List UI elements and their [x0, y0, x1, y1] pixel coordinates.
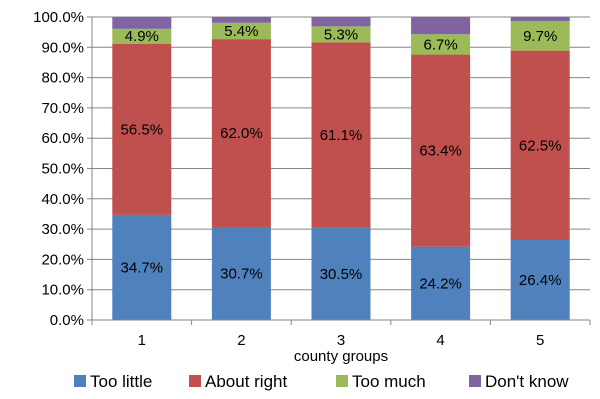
x-tick-label: 1: [138, 332, 146, 349]
bars: [112, 17, 570, 320]
data-label: 9.7%: [523, 28, 557, 45]
data-label: 61.1%: [320, 127, 363, 144]
y-tick-label: 70.0%: [41, 100, 84, 117]
bar-don-t-know-3: [311, 17, 371, 27]
legend-swatch: [469, 375, 481, 387]
legend-swatch: [336, 375, 348, 387]
x-tick-label: 2: [237, 332, 245, 349]
y-tick-label: 80.0%: [41, 70, 84, 87]
x-tick-label: 4: [436, 332, 444, 349]
legend-label: About right: [205, 372, 287, 391]
bar-too-much-5: [510, 21, 570, 51]
bar-too-little-4: [411, 246, 471, 320]
data-labels: 34.7% 56.5% 4.9% 30.7% 62.0% 5.4% 30.5% 61.1% 5.…: [121, 23, 562, 292]
data-label: 63.4%: [419, 143, 462, 160]
bar-too-little-2: [211, 226, 271, 320]
y-tick-label: 90.0%: [41, 39, 84, 56]
data-label: 30.5%: [320, 266, 363, 283]
legend-label: Too little: [90, 372, 152, 391]
y-tick-label: 60.0%: [41, 130, 84, 147]
data-label: 30.7%: [220, 265, 263, 282]
bar-don-t-know-4: [411, 17, 471, 35]
y-tick-label: 0.0%: [50, 312, 84, 329]
y-tick-label: 50.0%: [41, 161, 84, 178]
data-label: 4.9%: [125, 28, 159, 45]
data-label: 24.2%: [419, 275, 462, 292]
axes: 0.0% 10.0% 20.0% 30.0% 40.0% 50.0% 60.0% 70.0% 8…: [33, 9, 591, 349]
y-tick-label: 20.0%: [41, 251, 84, 268]
data-label: 62.5%: [519, 137, 562, 154]
legend-label: Don't know: [485, 372, 569, 391]
y-tick-label: 100.0%: [33, 9, 84, 26]
bar-don-t-know-1: [112, 17, 172, 29]
bar-don-t-know-5: [510, 17, 570, 22]
bar-too-much-3: [311, 26, 371, 43]
bar-too-much-1: [112, 28, 172, 44]
data-label: 5.3%: [324, 26, 358, 43]
bar-too-much-2: [211, 22, 271, 40]
bar-too-little-1: [112, 214, 172, 320]
legend-label: Too much: [352, 372, 426, 391]
bar-about-right-1: [112, 43, 172, 215]
data-label: 62.0%: [220, 125, 263, 142]
data-label: 56.5%: [121, 121, 164, 138]
legend: Too little About right Too much Don't know: [74, 372, 569, 391]
y-tick-label: 10.0%: [41, 282, 84, 299]
x-tick-label: 3: [337, 332, 345, 349]
bar-too-much-4: [411, 34, 471, 55]
bar-about-right-2: [211, 39, 271, 227]
bar-don-t-know-2: [211, 17, 271, 23]
bar-about-right-3: [311, 42, 371, 228]
legend-swatch: [189, 375, 201, 387]
data-label: 5.4%: [224, 23, 258, 40]
legend-swatch: [74, 375, 86, 387]
bar-about-right-5: [510, 50, 570, 241]
bar-too-little-3: [311, 227, 371, 320]
x-tick-label: 5: [536, 332, 544, 349]
bar-about-right-4: [411, 54, 471, 247]
bar-too-little-5: [510, 240, 570, 320]
x-axis-title: county groups: [294, 348, 388, 365]
y-tick-label: 40.0%: [41, 191, 84, 208]
data-label: 34.7%: [121, 259, 164, 276]
data-label: 26.4%: [519, 272, 562, 289]
data-label: 6.7%: [423, 36, 457, 53]
y-tick-label: 30.0%: [41, 221, 84, 238]
